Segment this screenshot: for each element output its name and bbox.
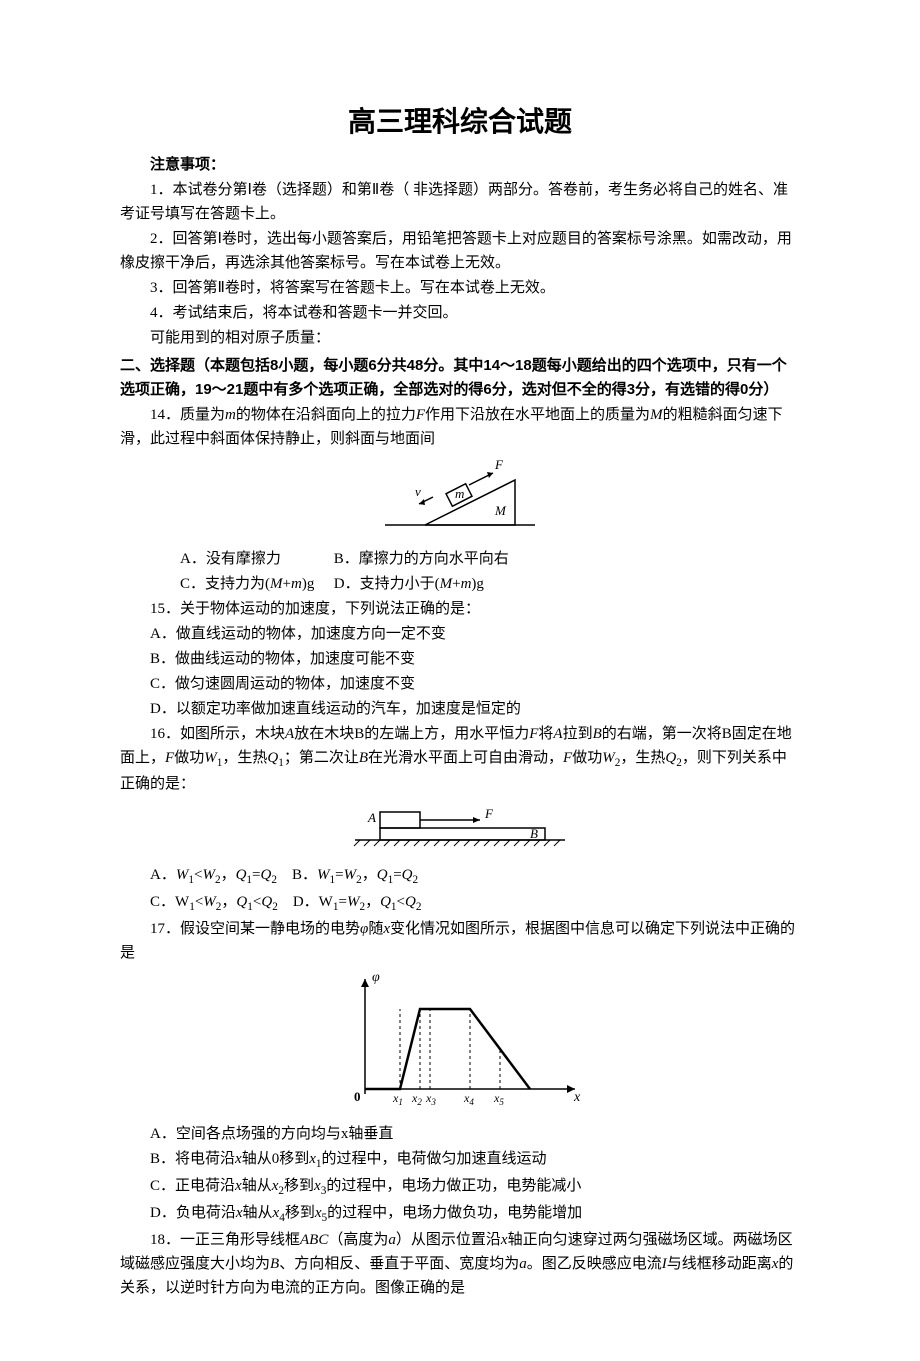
- q16-s-c: 将: [538, 726, 553, 742]
- svg-text:x5: x5: [493, 1091, 504, 1107]
- notice-3: 3．回答第Ⅱ卷时，将答案写在答题卡上。写在本试卷上无效。: [120, 276, 800, 300]
- q17-optB: B．将电荷沿x轴从0移到x1的过程中，电荷做匀加速直线运动: [120, 1147, 800, 1173]
- q16-s-b: 放在木块B的左端上方，用水平恒力: [294, 726, 529, 742]
- q18-a2: a: [519, 1256, 527, 1272]
- q14-optB: B．摩擦力的方向水平向右: [334, 551, 509, 567]
- q14-figure: F v m M: [120, 455, 800, 544]
- q14-optC: C．支持力为(M+m)g: [150, 572, 330, 596]
- q14-stem: 14．质量为m的物体在沿斜面向上的拉力F作用下沿放在水平地面上的质量为M的粗糙斜…: [120, 403, 800, 451]
- q14-options-1: A．没有摩擦力 B．摩擦力的方向水平向右: [120, 547, 800, 571]
- notice-1: 1．本试卷分第Ⅰ卷（选择题）和第Ⅱ卷（ 非选择题）两部分。答卷前，考生务必将自己…: [120, 178, 800, 226]
- q16-s-d: 拉到: [563, 726, 593, 742]
- q15-optA: A．做直线运动的物体，加速度方向一定不变: [120, 622, 800, 646]
- q14-fig-v: v: [415, 484, 421, 499]
- q14-m: m: [225, 407, 236, 423]
- q17-optC-d: 的过程中，电场力做正功，电势能减小: [326, 1178, 581, 1194]
- q17-optC-b: 轴从: [242, 1178, 272, 1194]
- section-2-header: 二、选择题（本题包括8小题，每小题6分共48分。其中14～18题每小题给出的四个…: [120, 354, 800, 402]
- q17-s-a: 17．假设空间某一静电场的电势: [150, 921, 360, 937]
- notice-4: 4．考试结束后，将本试卷和答题卡一并交回。: [120, 301, 800, 325]
- q15-optD: D．以额定功率做加速直线运动的汽车，加速度是恒定的: [120, 697, 800, 721]
- q17-optD-d: 的过程中，电场力做负功，电势能增加: [327, 1205, 582, 1221]
- q17-fig-origin: 0: [354, 1089, 361, 1104]
- q17-optC: C．正电荷沿x轴从x2移到x3的过程中，电场力做正功，电势能减小: [120, 1174, 800, 1200]
- q14-optA: A．没有摩擦力: [150, 547, 330, 571]
- q17-optB-b: 轴从0移到: [242, 1151, 310, 1167]
- q16-s-i: 在光滑水平面上可自由滑动，: [368, 750, 563, 766]
- q16-optB-label: B．: [292, 867, 317, 883]
- q16-s-f: 做功: [174, 750, 204, 766]
- svg-text:x4: x4: [463, 1091, 474, 1107]
- q18-x: x: [501, 1232, 508, 1248]
- q17-optC-a: C．正电荷沿: [150, 1178, 235, 1194]
- q17-optD: D．负电荷沿x轴从x4移到x5的过程中，电场力做负功，电势能增加: [120, 1201, 800, 1227]
- q14-stem-b: 的物体在沿斜面向上的拉力: [236, 407, 416, 423]
- q18-stem: 18．一正三角形导线框ABC（高度为a）从图示位置沿x轴正向匀速穿过两匀强磁场区…: [120, 1228, 800, 1300]
- q17-optD-c: 移到: [285, 1205, 315, 1221]
- q16-optC-label: C．: [150, 894, 175, 910]
- q14-stem-c: 作用下沿放在水平地面上的质量为: [425, 407, 650, 423]
- q17-optD-a: D．负电荷沿: [150, 1205, 236, 1221]
- q17-optB-a: B．将电荷沿: [150, 1151, 235, 1167]
- q18-s-a: 18．一正三角形导线框: [150, 1232, 300, 1248]
- q17-fig-ylabel: φ: [372, 970, 380, 985]
- q16-options-1: A．W1<W2，Q1=Q2 B．W1=W2，Q1=Q2: [120, 863, 800, 889]
- q14-fig-F: F: [494, 457, 504, 472]
- q16-s-g: ，生热: [222, 750, 267, 766]
- page-title: 高三理科综合试题: [120, 100, 800, 145]
- q17-optA: A．空间各点场强的方向均与x轴垂直: [120, 1122, 800, 1146]
- q14-optD: D．支持力小于(M+m)g: [334, 576, 484, 592]
- q14-options-2: C．支持力为(M+m)g D．支持力小于(M+m)g: [120, 572, 800, 596]
- q14-stem-a: 14．质量为: [150, 407, 225, 423]
- q18-s-g: 与线框移动距离: [667, 1256, 772, 1272]
- notice-5: 可能用到的相对原子质量：: [120, 326, 800, 350]
- q17-optB-c: 的过程中，电荷做匀加速直线运动: [322, 1151, 547, 1167]
- q18-s-f: 。图乙反映感应电流: [527, 1256, 662, 1272]
- q16-options-2: C．W1<W2，Q1<Q2 D．W1=W2，Q1<Q2: [120, 890, 800, 916]
- svg-text:x3: x3: [425, 1091, 436, 1107]
- q16-stem: 16．如图所示，木块A放在木块B的左端上方，用水平恒力F将A拉到B的右端，第一次…: [120, 722, 800, 796]
- q14-optC-a: C．支持力为(: [180, 576, 270, 592]
- q18-ABC: ABC: [300, 1232, 328, 1248]
- q16-optA-label: A．: [150, 867, 176, 883]
- q18-B: B: [270, 1256, 279, 1272]
- q18-s-c: ）从图示位置沿: [396, 1232, 501, 1248]
- q15-stem: 15．关于物体运动的加速度，下列说法正确的是：: [120, 597, 800, 621]
- q16-optD-label: D．: [293, 894, 319, 910]
- q17-fig-xlabel: x: [573, 1090, 581, 1105]
- q14-optC-b: )g: [302, 576, 315, 592]
- q16-s-j: 做功: [572, 750, 602, 766]
- q17-optC-c: 移到: [284, 1178, 314, 1194]
- q16-fig-F: F: [484, 806, 494, 821]
- q17-x: x: [383, 921, 390, 937]
- q15-optB: B．做曲线运动的物体，加速度可能不变: [120, 647, 800, 671]
- q18-s-e: 、方向相反、垂直于平面、宽度均为: [279, 1256, 519, 1272]
- svg-text:x1: x1: [392, 1091, 403, 1107]
- q17-s-b: 随: [368, 921, 383, 937]
- q16-figure: A B F: [120, 800, 800, 859]
- q17-figure: 0 φ x x1 x2 x3 x4 x5: [120, 969, 800, 1118]
- q14-optD-b: )g: [471, 576, 484, 592]
- q18-s-b: （高度为: [328, 1232, 388, 1248]
- notice-header: 注意事项：: [120, 153, 800, 177]
- q14-optD-a: D．支持力小于(: [334, 576, 440, 592]
- q14-fig-M: M: [494, 503, 507, 518]
- q16-fig-A: A: [367, 810, 376, 825]
- q16-fig-B: B: [530, 826, 538, 841]
- svg-text:x2: x2: [411, 1091, 422, 1107]
- q16-s-h: ；第二次让: [284, 750, 359, 766]
- q17-optD-b: 轴从: [243, 1205, 273, 1221]
- q14-M-var: M: [650, 407, 663, 423]
- q15-optC: C．做匀速圆周运动的物体，加速度不变: [120, 672, 800, 696]
- q18-a: a: [388, 1232, 396, 1248]
- q17-stem: 17．假设空间某一静电场的电势φ随x变化情况如图所示，根据图中信息可以确定下列说…: [120, 917, 800, 965]
- q14-F: F: [416, 407, 425, 423]
- q14-fig-m: m: [455, 486, 464, 501]
- notice-2: 2．回答第Ⅰ卷时，选出每小题答案后，用铅笔把答题卡上对应题目的答案标号涂黑。如需…: [120, 227, 800, 275]
- q16-s-k: ，生热: [620, 750, 665, 766]
- q16-s-a: 16．如图所示，木块: [150, 726, 285, 742]
